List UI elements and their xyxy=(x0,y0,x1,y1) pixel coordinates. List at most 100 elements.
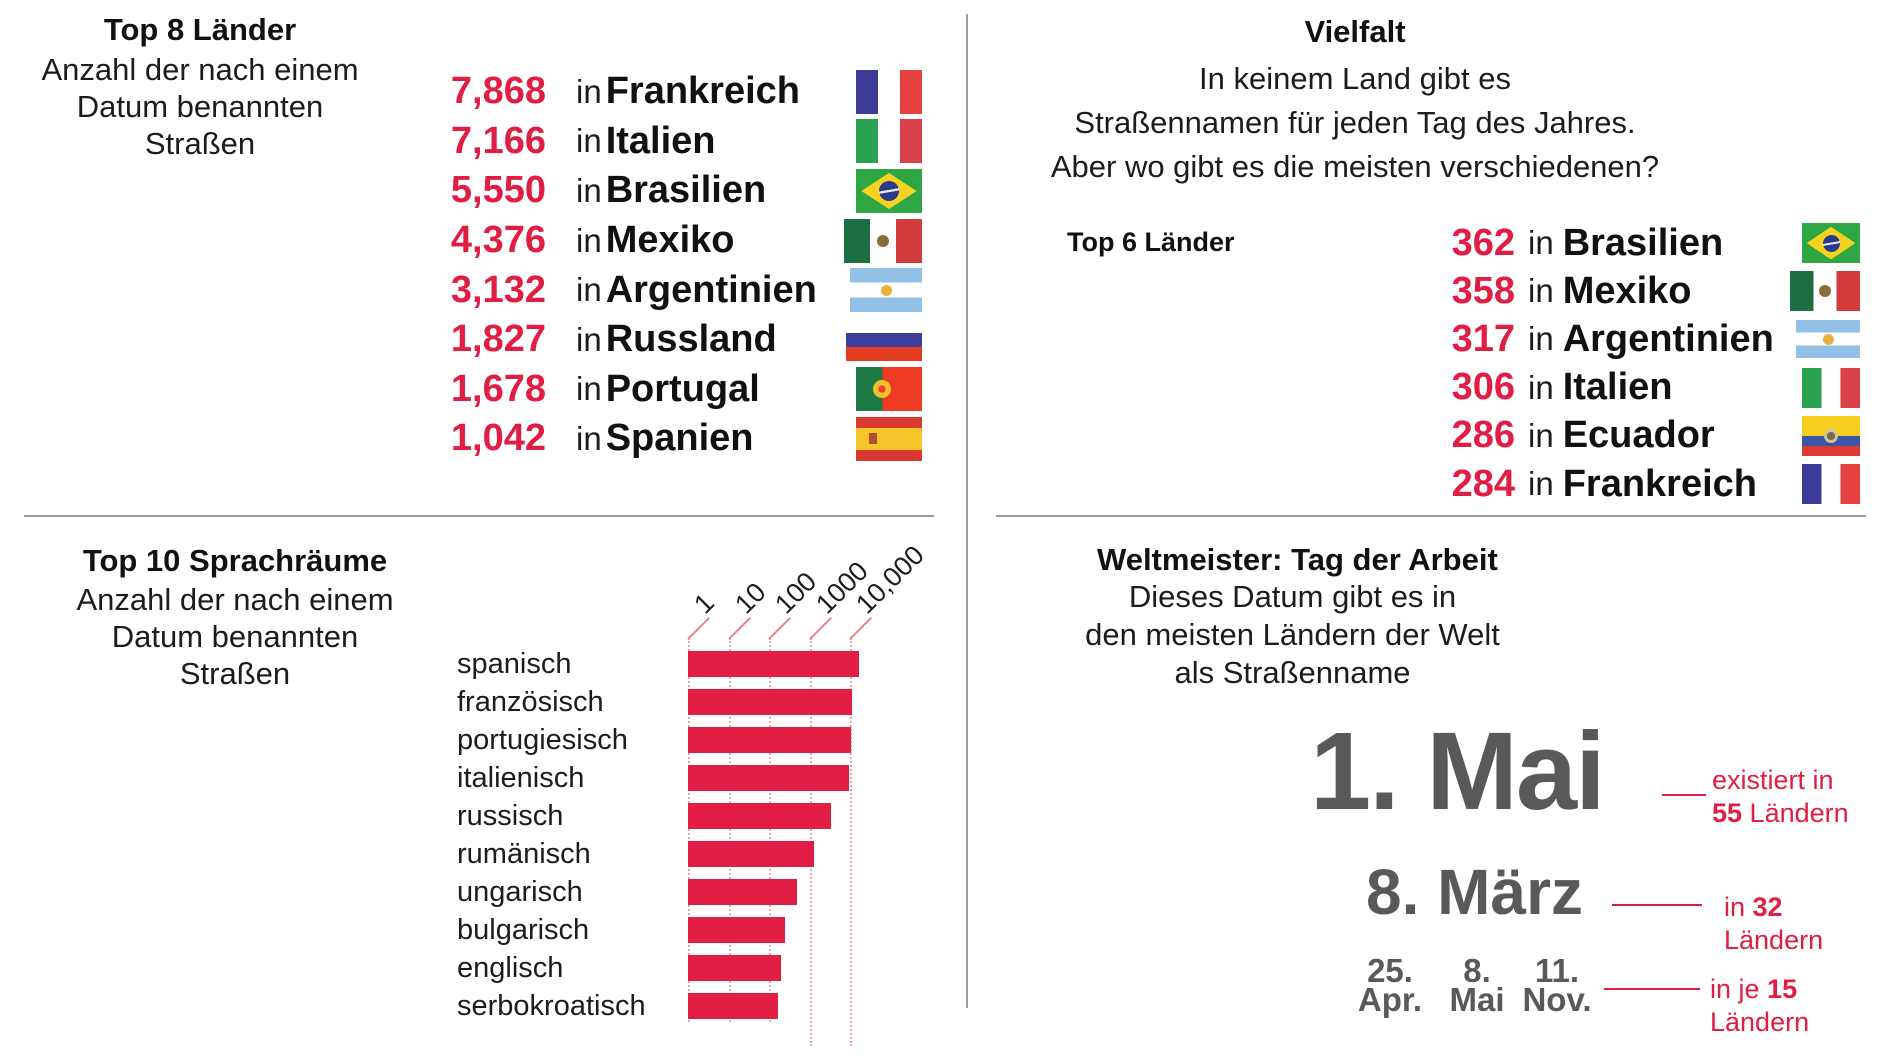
flag-brazil-icon xyxy=(856,168,922,213)
sprachraeume-subtitle: Anzahl der nach einem Datum benannten St… xyxy=(76,582,394,691)
street-count: 5,550 xyxy=(450,169,546,212)
street-count: 1,678 xyxy=(450,367,546,410)
in-word: in xyxy=(576,221,602,259)
street-count: 3,132 xyxy=(450,268,546,311)
street-count: 284 xyxy=(1451,462,1515,505)
in-word: in xyxy=(1528,465,1554,503)
list-item: 7,166 in Italien xyxy=(380,117,925,167)
in-word: in xyxy=(1528,224,1554,262)
weltmeister-title: Weltmeister: Tag der Arbeit xyxy=(1097,542,1498,577)
country-name: Brasilien xyxy=(1562,221,1724,264)
language-bar xyxy=(688,879,797,905)
gridline-1 xyxy=(688,638,690,1022)
flag-argentina-icon xyxy=(1796,320,1860,359)
vielfalt-intro: In keinem Land gibt es Straßennamen für … xyxy=(1050,61,1660,184)
country-name: Argentinien xyxy=(1562,317,1774,360)
in-word: in xyxy=(1528,320,1554,358)
flag-italy-icon xyxy=(856,119,922,164)
flag-argentina-icon xyxy=(850,268,922,313)
language-bar xyxy=(688,955,782,981)
street-count: 362 xyxy=(1451,221,1515,264)
top8-title: Top 8 Länder xyxy=(103,12,297,47)
vertical-divider xyxy=(966,14,968,1008)
country-name: Argentinien xyxy=(605,268,817,311)
country-name: Ecuador xyxy=(1562,414,1715,457)
annotation-15-laender: in je 15 Ländern xyxy=(1710,974,1810,1037)
flag-ecuador-icon xyxy=(1802,415,1860,456)
country-name: Portugal xyxy=(605,367,760,410)
flag-russia-icon xyxy=(846,318,922,361)
language-label: portugiesisch xyxy=(457,724,628,756)
date-column: 8. Mai xyxy=(1449,952,1505,1018)
country-name: Frankreich xyxy=(605,70,800,113)
list-item: 358 in Mexiko xyxy=(1380,267,1860,315)
tick-connector xyxy=(808,617,832,640)
street-count: 7,166 xyxy=(450,119,546,162)
language-bar xyxy=(688,651,860,677)
language-label: russisch xyxy=(457,800,564,832)
in-word: in xyxy=(576,370,602,408)
street-count: 358 xyxy=(1451,269,1515,312)
list-item: 4,376 in Mexiko xyxy=(380,216,925,266)
top6-list-label: Top 6 Länder xyxy=(1067,227,1235,257)
flag-portugal-icon xyxy=(856,367,922,412)
weltmeister-subtitle: Dieses Datum gibt es in den meisten Länd… xyxy=(1085,579,1500,690)
in-word: in xyxy=(576,320,602,358)
country-name: Russland xyxy=(605,318,777,361)
tick-connector xyxy=(849,617,872,640)
tick-connector xyxy=(687,617,710,640)
street-count: 317 xyxy=(1451,317,1515,360)
list-item: 317 in Argentinien xyxy=(1380,315,1860,363)
language-bar xyxy=(688,803,832,829)
gridline-10 xyxy=(728,638,731,1022)
language-bar xyxy=(688,993,778,1019)
left-horizontal-divider xyxy=(24,515,934,517)
list-item: 7,868 in Frankreich xyxy=(380,67,925,117)
flag-brazil-icon xyxy=(1802,223,1860,264)
list-item: 286 in Ecuador xyxy=(1380,412,1860,460)
list-item: 1,042 in Spanien xyxy=(380,414,925,464)
country-name: Italien xyxy=(605,119,716,162)
annotation-line-3 xyxy=(1604,988,1700,990)
list-item: 306 in Italien xyxy=(1380,364,1860,412)
list-item: 284 in Frankreich xyxy=(1380,460,1860,508)
axis-tick-label: 100 xyxy=(769,566,823,620)
date-column: 25. Apr. xyxy=(1357,952,1423,1018)
axis-tick-label: 1 xyxy=(688,587,721,620)
in-word: in xyxy=(576,171,602,209)
date-1-mai: 1. Mai xyxy=(1310,710,1606,833)
vielfalt-title: Vielfalt xyxy=(1304,14,1406,49)
language-label: bulgarisch xyxy=(457,914,590,946)
annotation-32-laender: in 32 Ländern xyxy=(1724,892,1824,955)
list-item: 1,678 in Portugal xyxy=(380,365,925,415)
in-word: in xyxy=(576,419,602,457)
street-count: 7,868 xyxy=(450,70,546,113)
annotation-line-2 xyxy=(1612,904,1702,906)
language-label: spanisch xyxy=(457,648,572,680)
country-name: Mexiko xyxy=(1562,269,1692,312)
gridline-100 xyxy=(769,638,771,1022)
in-word: in xyxy=(1528,272,1554,310)
list-item: 3,132 in Argentinien xyxy=(380,265,925,315)
language-bar xyxy=(688,841,815,867)
axis-tick-label: 10 xyxy=(728,576,772,620)
in-word: in xyxy=(1528,416,1554,454)
language-bar xyxy=(688,689,852,715)
language-label: rumänisch xyxy=(457,838,591,870)
flag-spain-icon xyxy=(856,416,922,461)
street-count: 4,376 xyxy=(450,219,546,262)
gridline-10000 xyxy=(850,638,852,1046)
flag-mexico-icon xyxy=(1790,271,1860,312)
date-8-maerz: 8. März xyxy=(1366,856,1583,928)
right-horizontal-divider xyxy=(996,515,1866,517)
street-count: 286 xyxy=(1451,414,1515,457)
language-label: serbokroatisch xyxy=(457,990,646,1022)
list-item: 5,550 in Brasilien xyxy=(380,166,925,216)
language-bar xyxy=(688,765,850,791)
country-name: Spanien xyxy=(605,417,754,460)
country-name: Frankreich xyxy=(1562,462,1757,505)
top6-country-list: 362 in Brasilien 358 in Mexiko 317 in Argentinie… xyxy=(1380,219,1860,508)
section-top8-countries: Top 8 Länder Anzahl der nach einem Datum… xyxy=(0,12,400,162)
date-column: 11. Nov. xyxy=(1522,952,1592,1018)
